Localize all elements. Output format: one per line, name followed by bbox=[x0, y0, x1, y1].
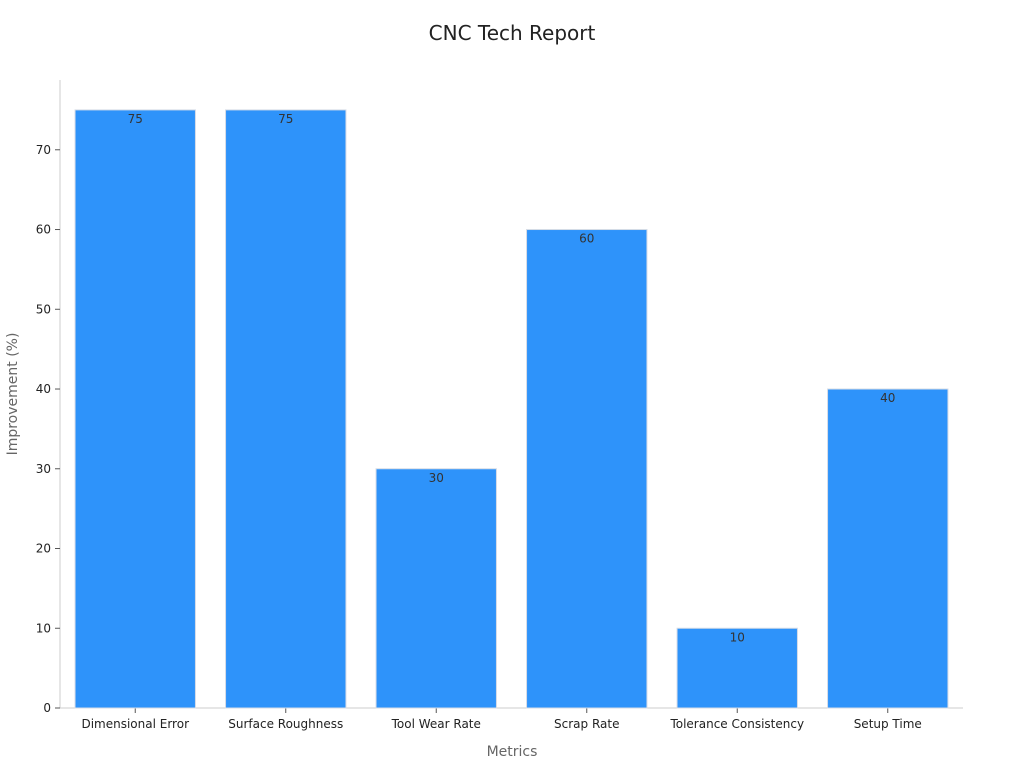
bar-value-label: 40 bbox=[880, 391, 895, 405]
y-tick-label: 10 bbox=[36, 621, 51, 635]
x-tick-label: Tolerance Consistency bbox=[669, 717, 804, 731]
y-tick-label: 0 bbox=[43, 701, 51, 715]
y-tick-label: 40 bbox=[36, 382, 51, 396]
y-tick-label: 50 bbox=[36, 302, 51, 316]
bar-value-label: 10 bbox=[730, 630, 745, 644]
y-tick-label: 20 bbox=[36, 542, 51, 556]
x-axis: Dimensional Error Surface Roughness Tool W… bbox=[60, 707, 963, 731]
y-axis-title: Improvement (%) bbox=[5, 333, 21, 456]
bars bbox=[74, 109, 949, 709]
x-axis-title: Metrics bbox=[487, 744, 538, 760]
bar bbox=[225, 109, 347, 709]
bar bbox=[827, 388, 949, 709]
bar-value-label: 75 bbox=[128, 112, 143, 126]
bar-value-label: 60 bbox=[579, 232, 594, 246]
data-labels: 75 75 30 60 10 40 bbox=[128, 112, 896, 644]
bar bbox=[526, 229, 648, 709]
bar-value-label: 30 bbox=[429, 471, 444, 485]
x-tick-label: Setup Time bbox=[854, 717, 922, 731]
bar bbox=[74, 109, 196, 709]
x-tick-label: Scrap Rate bbox=[554, 717, 619, 731]
y-tick-label: 30 bbox=[36, 462, 51, 476]
bar bbox=[375, 468, 497, 709]
y-tick-label: 70 bbox=[36, 143, 51, 157]
x-tick-label: Tool Wear Rate bbox=[391, 717, 481, 731]
x-tick-label: Surface Roughness bbox=[228, 717, 343, 731]
bar bbox=[676, 627, 798, 709]
y-tick-label: 60 bbox=[36, 223, 51, 237]
x-tick-label: Dimensional Error bbox=[81, 717, 189, 731]
bar-value-label: 75 bbox=[278, 112, 293, 126]
y-axis: 0 10 20 30 40 50 60 70 bbox=[36, 80, 61, 715]
chart-title: CNC Tech Report bbox=[429, 21, 596, 45]
